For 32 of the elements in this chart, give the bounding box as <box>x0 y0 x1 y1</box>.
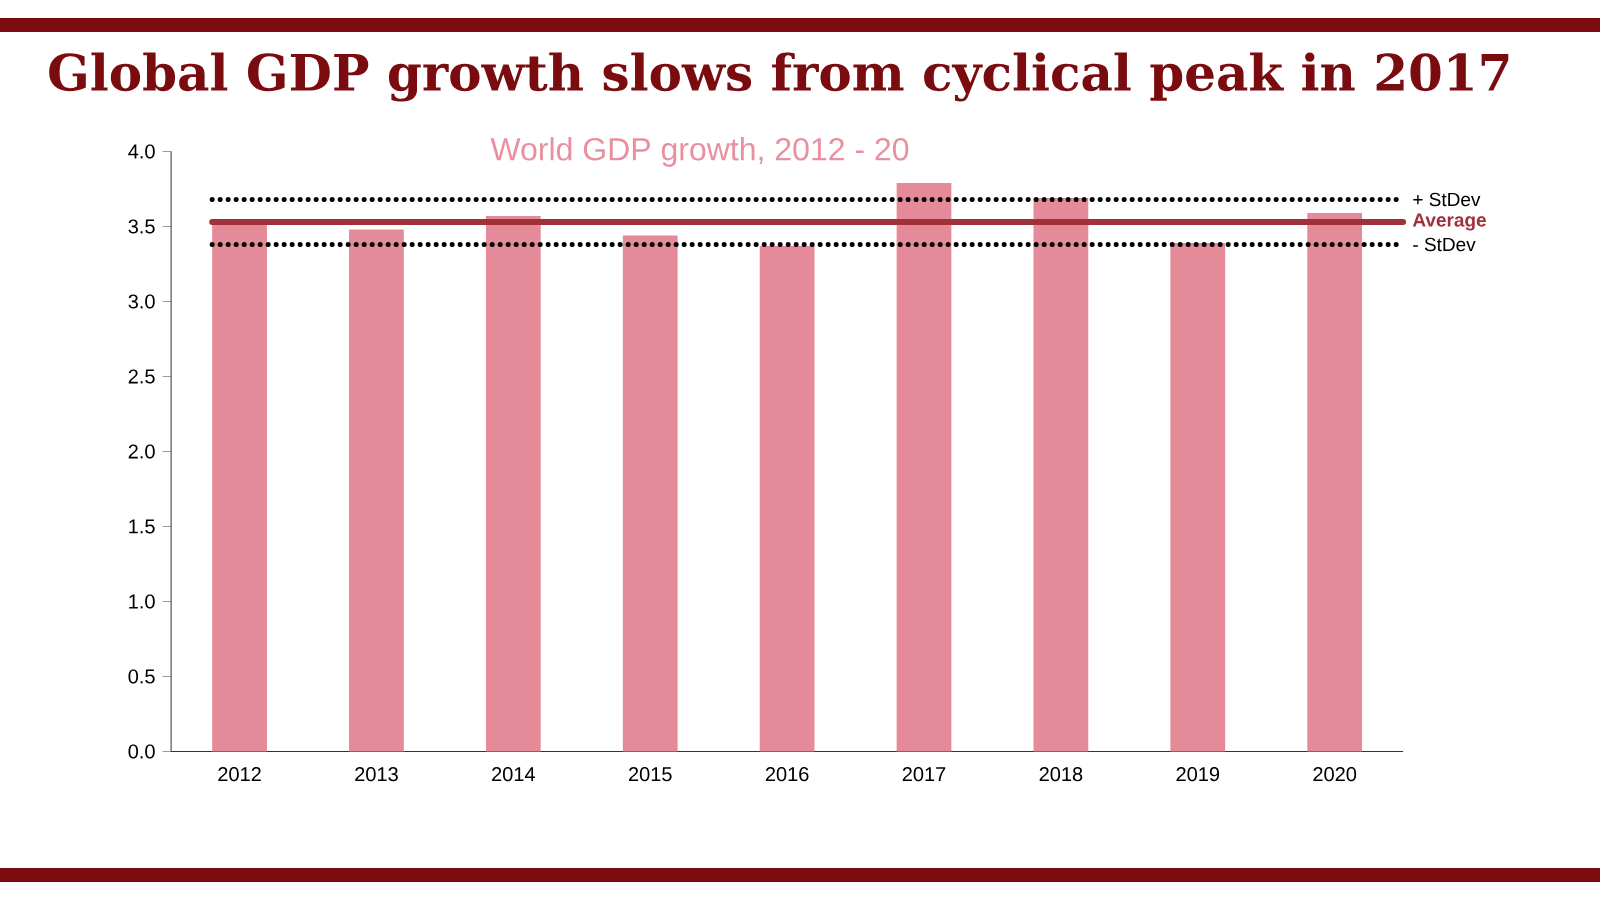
y-tick-label: 3.5 <box>128 219 155 234</box>
bar <box>1307 212 1363 752</box>
ref-line-label: - StDev <box>1413 237 1476 252</box>
x-tick-label: 2013 <box>355 767 398 782</box>
ref-line-label: Average <box>1412 213 1486 231</box>
y-tick-label: 0.0 <box>128 744 155 759</box>
y-tick-label: 3.0 <box>128 294 155 309</box>
ref-line-label: + StDev <box>1413 192 1481 207</box>
bar <box>759 245 815 752</box>
y-tick-label: 1.5 <box>129 519 155 534</box>
y-tick-label: 2.0 <box>128 444 155 459</box>
bar <box>896 183 952 752</box>
y-tick-label: 4.0 <box>128 144 155 159</box>
x-tick-label: 2018 <box>1039 767 1083 782</box>
bar <box>485 215 541 752</box>
x-tick-label: 2016 <box>765 767 809 782</box>
x-tick-label: 2014 <box>492 767 535 782</box>
bar <box>1033 197 1089 752</box>
x-tick-label: 2020 <box>1313 767 1357 782</box>
x-tick-label: 2017 <box>902 767 946 782</box>
x-tick-label: 2019 <box>1176 767 1220 782</box>
y-tick-label: 0.5 <box>128 669 155 684</box>
chart-subtitle: World GDP growth, 2012 - 20 <box>490 137 909 167</box>
bar <box>212 224 267 752</box>
y-tick-label: 2.5 <box>128 369 155 384</box>
bar <box>622 235 678 752</box>
x-tick-label: 2015 <box>628 767 672 782</box>
y-tick-label: 1.0 <box>129 594 155 609</box>
bar <box>1170 242 1226 752</box>
x-tick-label: 2012 <box>218 767 261 782</box>
chart-title: Global GDP growth slows from cyclical peak in 2017 <box>49 52 1509 102</box>
bar <box>349 229 404 752</box>
